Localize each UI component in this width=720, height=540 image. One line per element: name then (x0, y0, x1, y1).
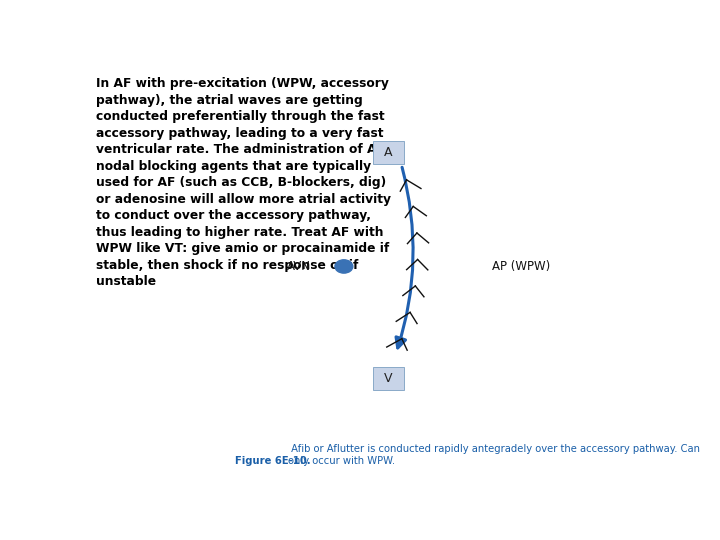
Text: Afib or Aflutter is conducted rapidly antegradely over the accessory pathway. Ca: Afib or Aflutter is conducted rapidly an… (288, 444, 700, 466)
Text: V: V (384, 372, 393, 385)
FancyBboxPatch shape (373, 141, 404, 164)
Text: Figure 6E-10.: Figure 6E-10. (235, 456, 311, 466)
Text: A: A (384, 146, 393, 159)
Text: AP (WPW): AP (WPW) (492, 260, 550, 273)
Text: AVN: AVN (287, 260, 310, 273)
Text: In AF with pre-excitation (WPW, accessory
pathway), the atrial waves are getting: In AF with pre-excitation (WPW, accessor… (96, 77, 390, 288)
Circle shape (335, 260, 353, 273)
FancyBboxPatch shape (373, 367, 404, 390)
